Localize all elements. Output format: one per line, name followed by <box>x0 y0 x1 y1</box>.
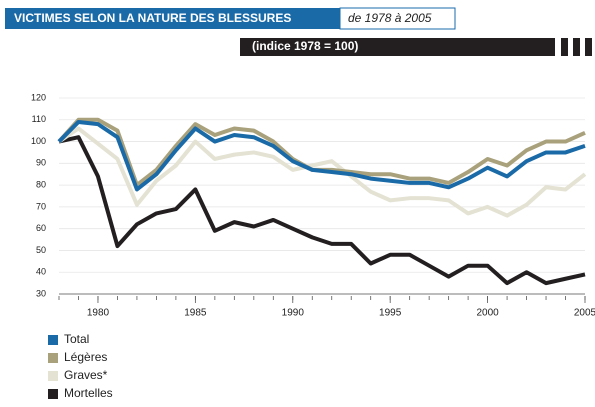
series-line <box>57 119 586 192</box>
y-tick-label: 40 <box>36 267 46 277</box>
legend-label: Mortelles <box>64 386 113 400</box>
title-band <box>5 8 340 29</box>
legend-swatch <box>48 389 58 399</box>
legend-swatch <box>48 335 58 345</box>
y-tick-label: 90 <box>36 158 46 168</box>
legend-label: Légères <box>64 350 107 364</box>
y-tick-label: 60 <box>36 223 46 233</box>
y-tick-label: 110 <box>32 114 46 124</box>
legend-swatch <box>48 371 58 381</box>
legend-label: Graves* <box>64 368 108 382</box>
y-tick-label: 70 <box>36 201 46 211</box>
y-tick-label: 50 <box>36 245 46 255</box>
x-tick-label: 1980 <box>87 308 110 319</box>
x-tick-label: 1985 <box>184 308 207 319</box>
deco <box>561 38 568 56</box>
x-tick-label: 1990 <box>282 308 305 319</box>
note-band <box>240 38 555 56</box>
series-line <box>57 126 587 218</box>
deco <box>585 38 592 56</box>
legend-swatch <box>48 353 58 363</box>
y-tick-label: 120 <box>31 92 46 102</box>
chart-subtitle: de 1978 à 2005 <box>348 11 432 25</box>
subtitle-box <box>339 7 456 30</box>
x-tick-label: 2000 <box>476 308 499 319</box>
legend-label: Total <box>64 332 89 346</box>
y-tick-label: 80 <box>36 179 46 189</box>
y-tick-label: 30 <box>36 288 46 298</box>
series-line <box>58 135 586 286</box>
x-tick-label: 1995 <box>379 308 402 319</box>
x-tick-label: 2005 <box>574 308 595 319</box>
y-tick-label: 100 <box>31 136 46 146</box>
chart-note: (indice 1978 = 100) <box>252 39 358 53</box>
deco <box>573 38 580 56</box>
chart-title: VICTIMES SELON LA NATURE DES BLESSURES <box>14 11 291 25</box>
